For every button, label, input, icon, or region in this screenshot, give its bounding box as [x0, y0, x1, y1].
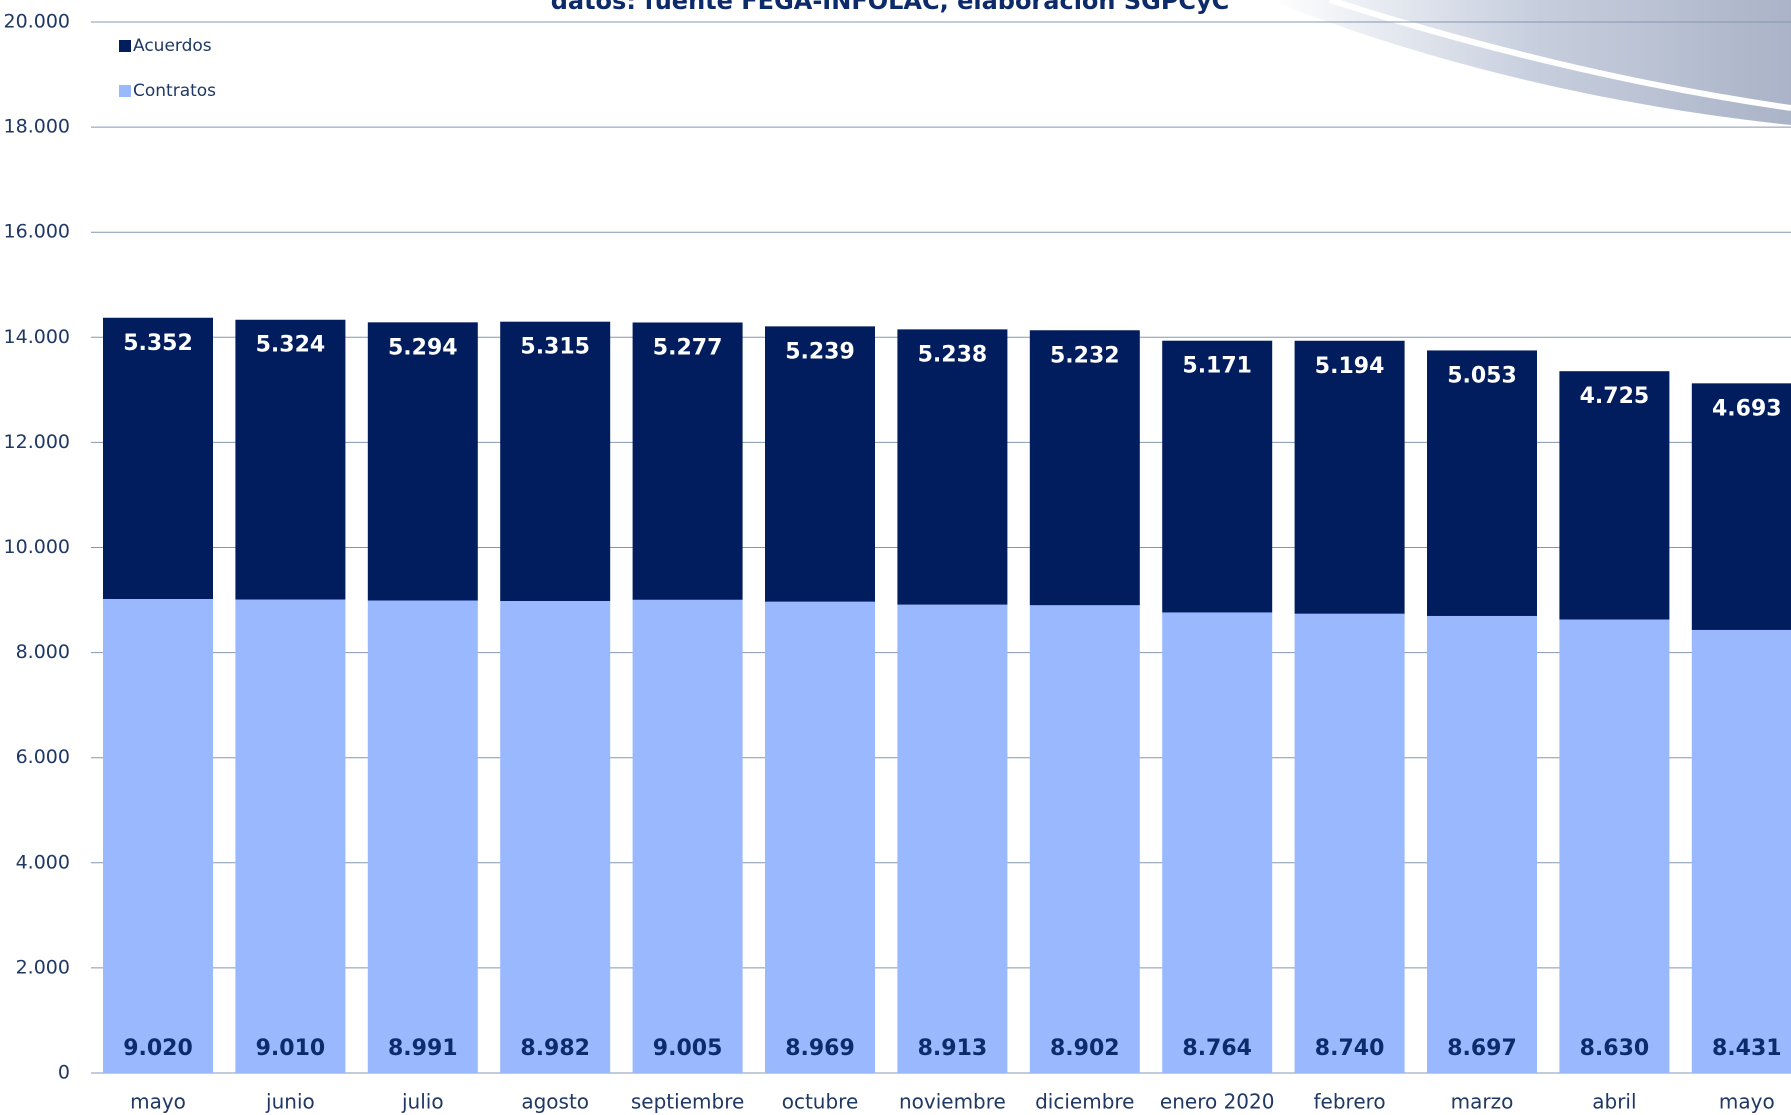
value-label: 5.294 [388, 335, 458, 360]
x-tick-label: agosto [521, 1090, 589, 1114]
bar-segment [633, 322, 743, 599]
chart: datos: fuente FEGA-INFOLAC, elaboración … [0, 0, 1791, 1115]
value-label: 8.902 [1050, 1036, 1120, 1061]
value-label: 8.913 [918, 1036, 988, 1061]
value-label: 8.740 [1315, 1036, 1385, 1061]
value-label: 5.053 [1447, 363, 1517, 388]
x-tick-label: marzo [1451, 1090, 1514, 1114]
value-label: 9.005 [653, 1036, 723, 1061]
bar-segment [1162, 341, 1272, 613]
x-tick-label: mayo [130, 1090, 186, 1114]
value-label: 5.232 [1050, 343, 1120, 368]
bar-segment [897, 329, 1007, 604]
x-tick-label: noviembre [899, 1090, 1006, 1114]
decoration [1270, 0, 1791, 125]
value-label: 5.352 [123, 331, 193, 356]
bar-segment [1030, 330, 1140, 605]
x-tick-label: junio [265, 1090, 315, 1114]
value-label: 5.239 [785, 339, 855, 364]
x-tick-label: febrero [1314, 1090, 1386, 1114]
bar-segment [897, 605, 1007, 1073]
bar-segment [1162, 612, 1272, 1073]
bar-segment [235, 600, 345, 1073]
x-tick-label: abril [1592, 1090, 1636, 1114]
chart-title: datos: fuente FEGA-INFOLAC, elaboración … [551, 0, 1230, 15]
value-label: 9.010 [256, 1036, 326, 1061]
page: {"chart_data": {"type": "stacked-bar", "… [0, 0, 1791, 1115]
legend-label: Acuerdos [133, 36, 212, 56]
y-tick-label: 6.000 [16, 746, 70, 768]
bar-segment [1692, 630, 1791, 1073]
bar-segment [368, 322, 478, 600]
value-label: 8.991 [388, 1036, 458, 1061]
bar-segment [765, 326, 875, 601]
y-tick-label: 2.000 [16, 956, 70, 978]
y-tick-label: 8.000 [16, 641, 70, 663]
value-label: 9.020 [123, 1036, 193, 1061]
value-label: 4.693 [1712, 396, 1782, 421]
bar-segment [103, 318, 213, 599]
x-tick-label: enero 2020 [1160, 1090, 1275, 1114]
bar-segment [500, 322, 610, 601]
y-tick-label: 18.000 [4, 116, 70, 138]
value-label: 5.194 [1315, 354, 1385, 379]
x-tick-label: octubre [782, 1090, 859, 1114]
value-label: 5.277 [653, 335, 723, 360]
x-tick-label: julio [401, 1090, 444, 1114]
bar-segment [1559, 619, 1669, 1073]
bar-segment [633, 600, 743, 1073]
bar-segment [765, 602, 875, 1073]
legend-swatch [119, 85, 131, 97]
bar-segment [368, 601, 478, 1073]
value-label: 8.969 [785, 1036, 855, 1061]
legend-label: Contratos [133, 81, 216, 101]
y-tick-label: 20.000 [4, 11, 70, 33]
value-label: 5.171 [1182, 354, 1252, 379]
value-label: 8.431 [1712, 1036, 1782, 1061]
y-tick-label: 12.000 [4, 431, 70, 453]
y-tick-label: 4.000 [16, 851, 70, 873]
value-label: 5.324 [256, 333, 326, 358]
value-label: 8.697 [1447, 1036, 1517, 1061]
value-label: 4.725 [1580, 384, 1650, 409]
x-tick-label: diciembre [1035, 1090, 1134, 1114]
bar-segment [235, 320, 345, 600]
legend-swatch [119, 40, 131, 52]
value-label: 5.315 [520, 335, 590, 360]
bar-segment [1295, 341, 1405, 614]
y-tick-label: 0 [58, 1062, 70, 1084]
bar-segment [1295, 614, 1405, 1073]
bar-segment [103, 599, 213, 1073]
value-label: 5.238 [918, 342, 988, 367]
y-tick-label: 16.000 [4, 221, 70, 243]
x-tick-label: mayo [1719, 1090, 1775, 1114]
x-tick-label: septiembre [631, 1090, 744, 1114]
value-label: 8.982 [520, 1036, 590, 1061]
bar-segment [1427, 616, 1537, 1073]
value-label: 8.630 [1580, 1036, 1650, 1061]
bar-segment [500, 601, 610, 1073]
y-tick-label: 14.000 [4, 326, 70, 348]
bar-segment [1030, 605, 1140, 1073]
value-label: 8.764 [1182, 1036, 1252, 1061]
y-tick-label: 10.000 [4, 536, 70, 558]
bar-segment [1427, 350, 1537, 616]
